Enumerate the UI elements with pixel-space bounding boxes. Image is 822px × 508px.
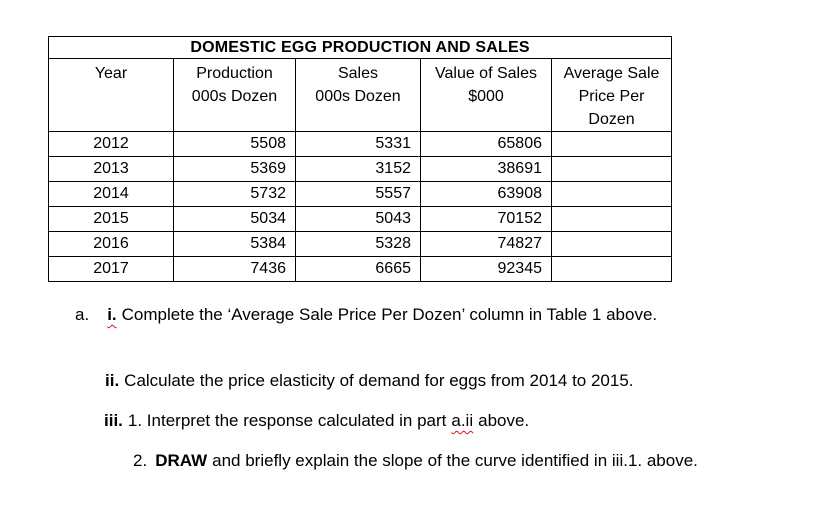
cell-avg-price — [550, 231, 673, 257]
cell-sales: 5331 — [295, 131, 421, 157]
cell-sales: 3152 — [295, 156, 421, 182]
question-2-draw-word: DRAW — [155, 451, 208, 470]
cell-sales: 5043 — [295, 206, 421, 232]
table-row: 2017 7436 6665 92345 — [48, 256, 673, 282]
col-header-value-of-sales: Value of Sales $000 — [420, 58, 552, 132]
question-ii-label: ii. — [105, 371, 120, 390]
table-row: 2013 5369 3152 38691 — [48, 156, 673, 182]
table-title: DOMESTIC EGG PRODUCTION AND SALES — [47, 36, 673, 59]
question-a-i-text: Complete the ‘Average Sale Price Per Doz… — [121, 305, 658, 324]
cell-production: 5369 — [173, 156, 296, 182]
table-title-row: DOMESTIC EGG PRODUCTION AND SALES — [47, 36, 673, 59]
cell-avg-price — [550, 206, 673, 232]
cell-avg-price — [550, 181, 673, 207]
table-row: 2015 5034 5043 70152 — [48, 206, 673, 232]
col-header-avg-line1: Average Sale — [563, 65, 660, 82]
cell-sales: 5557 — [295, 181, 421, 207]
question-iii-1: iii. 1. Interpret the response calculated… — [104, 409, 529, 432]
question-a-label: a. — [75, 305, 90, 324]
question-iii-text-post: above. — [478, 411, 530, 430]
col-header-sales-line1: Sales — [337, 65, 379, 82]
col-header-production: Production 000s Dozen — [173, 58, 296, 132]
table-row: 2016 5384 5328 74827 — [48, 231, 673, 257]
cell-year: 2016 — [48, 231, 174, 257]
cell-avg-price — [550, 256, 673, 282]
cell-year: 2017 — [48, 256, 174, 282]
question-iii-text-pre: 1. Interpret the response calculated in … — [127, 411, 447, 430]
cell-sales: 5328 — [295, 231, 421, 257]
cell-value: 65806 — [420, 131, 552, 157]
question-2-label: 2. — [133, 451, 148, 470]
cell-avg-price — [550, 131, 673, 157]
cell-value: 38691 — [420, 156, 552, 182]
cell-year: 2014 — [48, 181, 174, 207]
col-header-sales: Sales 000s Dozen — [295, 58, 421, 132]
col-header-year: Year — [48, 58, 174, 132]
col-header-year-line1: Year — [94, 65, 128, 82]
question-a-i-numeral: i. — [107, 305, 117, 324]
question-iii-flagged-ref: a.ii — [451, 411, 474, 430]
question-ii-text: Calculate the price elasticity of demand… — [124, 371, 634, 390]
cell-production: 5384 — [173, 231, 296, 257]
col-header-avg-line2: Price Per — [578, 88, 645, 105]
col-header-avg-line3: Dozen — [588, 111, 635, 128]
cell-value: 63908 — [420, 181, 552, 207]
col-header-average-sale-price: Average Sale Price Per Dozen — [550, 58, 673, 132]
egg-production-table: DOMESTIC EGG PRODUCTION AND SALES Year P… — [47, 36, 673, 282]
question-iii-label: iii. — [104, 411, 123, 430]
table-row: 2014 5732 5557 63908 — [48, 181, 673, 207]
cell-value: 74827 — [420, 231, 552, 257]
cell-avg-price — [550, 156, 673, 182]
col-header-production-line1: Production — [196, 65, 273, 82]
col-header-value-line2: $000 — [468, 88, 504, 105]
cell-year: 2013 — [48, 156, 174, 182]
cell-value: 92345 — [420, 256, 552, 282]
cell-year: 2015 — [48, 206, 174, 232]
cell-year: 2012 — [48, 131, 174, 157]
table-row: 2012 5508 5331 65806 — [48, 131, 673, 157]
question-a-i: a. i. Complete the ‘Average Sale Price Per… — [75, 303, 657, 326]
cell-production: 7436 — [173, 256, 296, 282]
question-2-text: and briefly explain the slope of the cur… — [212, 451, 698, 470]
cell-value: 70152 — [420, 206, 552, 232]
col-header-value-line1: Value of Sales — [435, 65, 537, 82]
cell-production: 5508 — [173, 131, 296, 157]
col-header-production-line2: 000s Dozen — [191, 88, 278, 105]
cell-sales: 6665 — [295, 256, 421, 282]
table-header-row: Year Production 000s Dozen Sales 000s Do… — [48, 58, 673, 132]
cell-production: 5034 — [173, 206, 296, 232]
col-header-sales-line2: 000s Dozen — [315, 88, 401, 105]
question-iii-2: 2. DRAW and briefly explain the slope of t… — [133, 449, 698, 472]
cell-production: 5732 — [173, 181, 296, 207]
question-ii: ii. Calculate the price elasticity of dem… — [105, 369, 634, 392]
